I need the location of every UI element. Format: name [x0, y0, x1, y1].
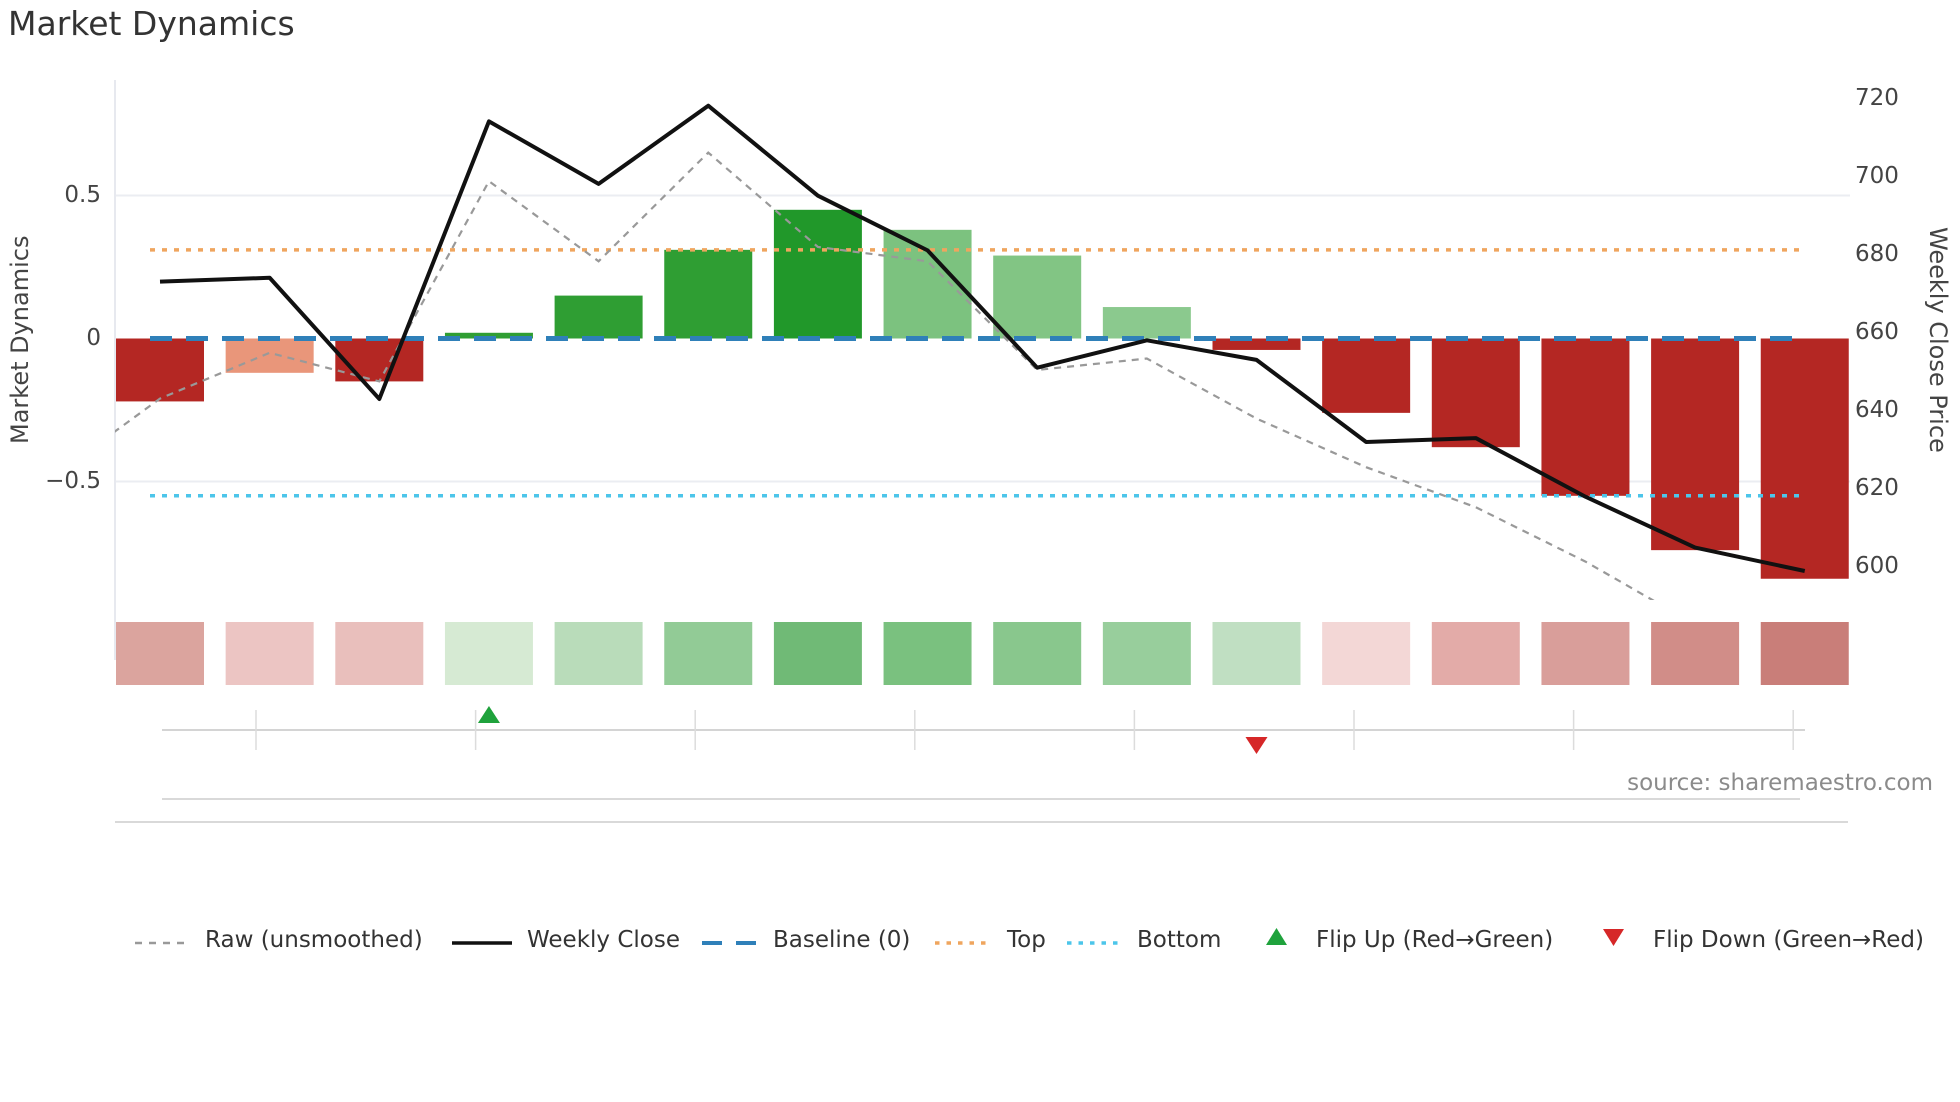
heat-cell-4	[444, 622, 533, 685]
legend-label: Baseline (0)	[773, 927, 911, 953]
raw-line	[115, 151, 1655, 600]
dynamics-bar-12	[1322, 338, 1411, 413]
heat-cell-10	[1102, 622, 1191, 685]
dynamics-bar-5	[554, 295, 643, 339]
legend-label: Raw (unsmoothed)	[205, 927, 423, 953]
triangle-down-icon	[1602, 927, 1625, 953]
heat-cell-8	[883, 622, 972, 685]
heat-cell-2	[225, 622, 314, 685]
dynamics-bar-10	[1102, 307, 1191, 339]
right-tick-700: 700	[1855, 163, 1899, 189]
heat-cell-15	[1651, 622, 1740, 685]
legend-item-flip-up[interactable]: Flip Up (Red→Green)	[1265, 925, 1553, 955]
dynamics-bar-7	[773, 209, 862, 339]
heat-cell-5	[554, 622, 643, 685]
legend-item-raw[interactable]: Raw (unsmoothed)	[135, 925, 423, 955]
legend-label: Bottom	[1137, 927, 1222, 953]
left-tick-0: 0	[86, 325, 101, 351]
legend-label: Flip Down (Green→Red)	[1653, 927, 1924, 953]
right-tick-600: 600	[1855, 553, 1899, 579]
legend: Raw (unsmoothed) Weekly Close Baseline (…	[0, 925, 1960, 955]
source-credit: source: sharemaestro.com	[1627, 770, 1933, 796]
plot-area	[114, 80, 1850, 823]
dashed-line-icon	[135, 927, 190, 953]
dynamics-bar-9	[993, 255, 1082, 339]
heat-cell-6	[664, 622, 753, 685]
heat-cell-12	[1322, 622, 1411, 685]
heat-cell-11	[1212, 622, 1301, 685]
flip-up-marker	[477, 706, 500, 723]
left-tick-neg0.5: −0.5	[45, 468, 101, 494]
dynamics-bar-1	[116, 338, 204, 402]
legend-item-baseline[interactable]: Baseline (0)	[702, 925, 910, 955]
dynamics-bar-3	[335, 338, 424, 382]
legend-item-weekly-close[interactable]: Weekly Close	[452, 925, 680, 955]
heat-cell-13	[1431, 622, 1520, 685]
flip-down-marker	[1245, 737, 1268, 754]
right-tick-680: 680	[1855, 241, 1899, 267]
dynamics-bar-11	[1212, 338, 1301, 350]
right-tick-720: 720	[1855, 85, 1899, 111]
heat-cell-3	[335, 622, 424, 685]
dynamics-bar-13	[1431, 338, 1520, 448]
triangle-up-icon	[1265, 927, 1288, 953]
dynamics-bar-4	[444, 332, 533, 339]
legend-label: Weekly Close	[527, 927, 680, 953]
dynamics-bar-2	[225, 338, 314, 373]
dotted-line-icon	[935, 927, 992, 953]
solid-line-icon	[452, 927, 512, 953]
page-title: Market Dynamics	[8, 4, 295, 43]
dynamics-bar-15	[1651, 338, 1740, 551]
long-dash-line-icon	[702, 927, 758, 953]
legend-label: Top	[1007, 927, 1046, 953]
right-tick-620: 620	[1855, 475, 1899, 501]
right-tick-660: 660	[1855, 319, 1899, 345]
heat-cell-16	[1760, 622, 1849, 685]
dynamics-bar-16	[1760, 338, 1849, 579]
dynamics-bar-14	[1541, 338, 1630, 496]
dynamics-bar-6	[664, 249, 753, 339]
heat-cell-14	[1541, 622, 1630, 685]
legend-item-flip-down[interactable]: Flip Down (Green→Red)	[1602, 925, 1924, 955]
dotted-line-icon	[1067, 927, 1122, 953]
heat-cell-7	[773, 622, 862, 685]
right-tick-640: 640	[1855, 397, 1899, 423]
right-axis-title: Weekly Close Price	[1924, 227, 1952, 453]
legend-item-bottom[interactable]: Bottom	[1067, 925, 1221, 955]
left-tick-0.5: 0.5	[64, 182, 101, 208]
heat-cell-9	[993, 622, 1082, 685]
heat-cell-1	[116, 622, 204, 685]
legend-label: Flip Up (Red→Green)	[1316, 927, 1554, 953]
weekly-close-line	[159, 103, 1806, 573]
legend-item-top[interactable]: Top	[935, 925, 1046, 955]
